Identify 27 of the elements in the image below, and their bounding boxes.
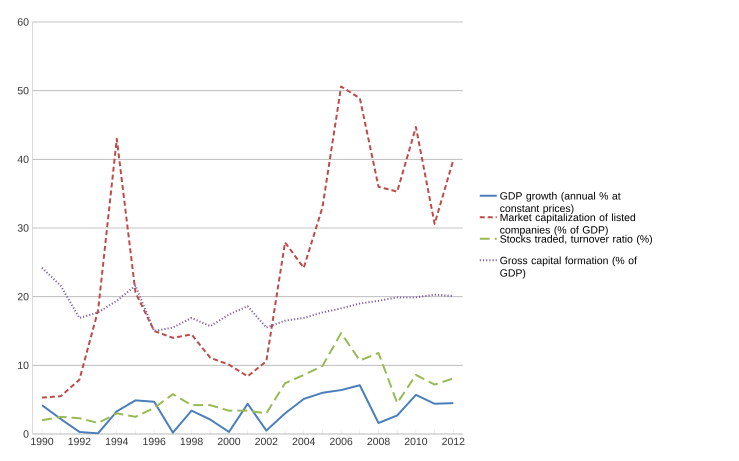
x-tick-label: 1994: [106, 438, 128, 446]
x-tick-label: 1996: [143, 438, 166, 446]
legend-label: Market capitalization of listed companies (% of GDP): [500, 213, 636, 236]
x-tick-label: 1998: [180, 438, 203, 446]
x-tick-label: 2002: [255, 438, 278, 446]
x-tick-label: 2010: [404, 438, 428, 446]
line-series: [41, 384, 454, 434]
y-tick-label: 20: [18, 292, 29, 300]
line-series: [41, 266, 454, 332]
y-tick-label: 50: [18, 86, 29, 94]
y-tick-label: 0: [24, 430, 29, 438]
y-tick-label: 10: [18, 362, 29, 370]
x-tick-label: 2000: [218, 438, 240, 446]
legend-label: Stocks traded, turnover ratio (%): [500, 234, 652, 245]
x-tick-label: 2006: [330, 438, 352, 446]
x-tick-label: 2012: [442, 438, 464, 446]
x-tick-label: 2008: [367, 438, 390, 446]
line-series: [41, 86, 454, 399]
x-tick-label: 1990: [31, 438, 54, 446]
y-tick-label: 60: [18, 18, 29, 26]
y-tick-label: 30: [18, 224, 29, 232]
legend-label: Gross capital formation (% of GDP): [500, 256, 637, 279]
y-tick-label: 40: [18, 156, 29, 164]
line-series: [41, 332, 454, 424]
x-tick-label: 2004: [292, 438, 316, 446]
x-tick-label: 1992: [68, 438, 90, 446]
legend-label: GDP growth (annual % at constant prices): [500, 192, 621, 214]
